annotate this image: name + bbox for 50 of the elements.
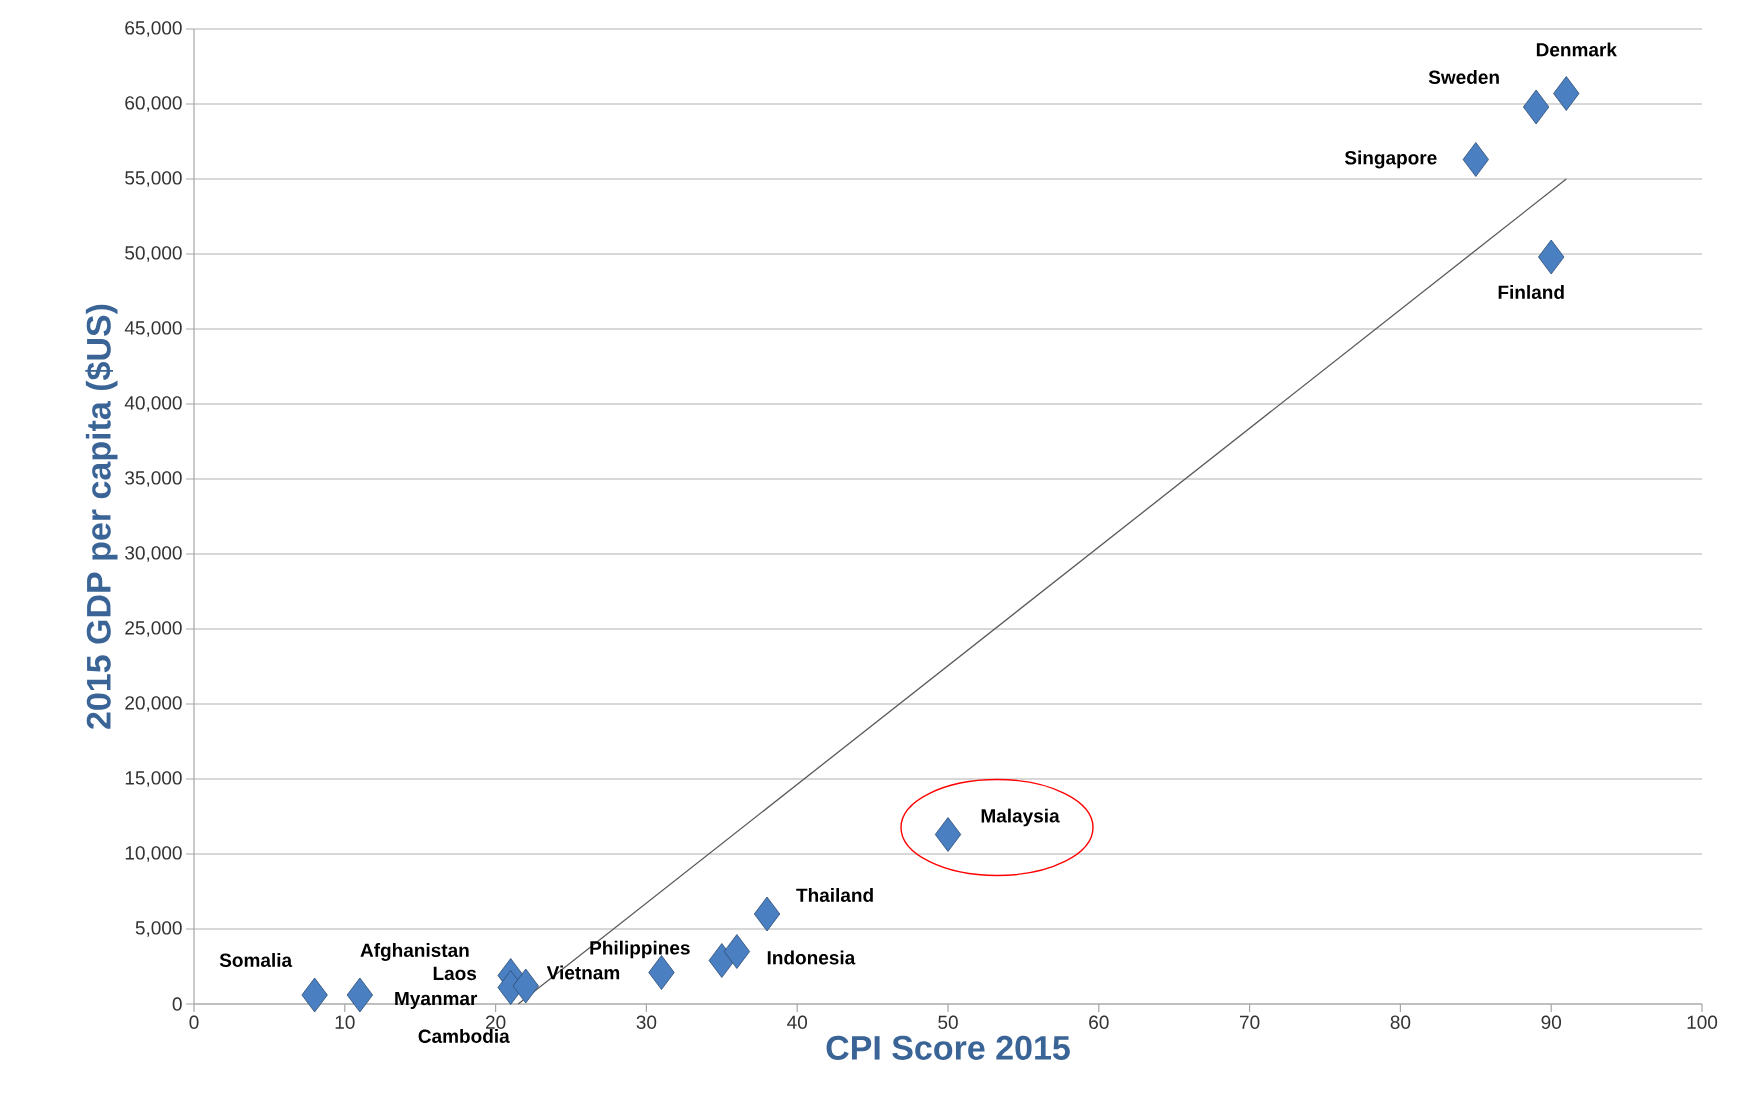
x-tick-label: 70 bbox=[1240, 1015, 1260, 1029]
point bbox=[512, 968, 539, 1004]
point bbox=[753, 896, 781, 932]
y-tick-label: 0 bbox=[172, 997, 182, 1011]
annotation: Cambodia bbox=[418, 1029, 510, 1043]
annotation: Sweden bbox=[1428, 70, 1499, 84]
annotation: Finland bbox=[1498, 285, 1564, 299]
annotation: Myanmar bbox=[395, 991, 478, 1009]
annotation: Somalia bbox=[219, 953, 293, 967]
y-tick-label: 5,000 bbox=[135, 921, 182, 937]
x-tick-label: 80 bbox=[1390, 1015, 1411, 1029]
point bbox=[301, 977, 328, 1013]
point bbox=[1553, 76, 1580, 111]
x-tick-label: 90 bbox=[1541, 1015, 1562, 1029]
annotation: Malaysia bbox=[981, 808, 1060, 827]
y-tick-label: 65,000 bbox=[125, 21, 182, 37]
y-tick-label: 10,000 bbox=[125, 846, 182, 862]
x-tick-label: 50 bbox=[938, 1015, 958, 1029]
annotation: Afghanistan bbox=[360, 943, 469, 961]
point bbox=[723, 934, 751, 969]
annotation: Denmark bbox=[1536, 42, 1617, 57]
x-tick-label: 40 bbox=[787, 1015, 808, 1029]
y-tick-label: 20,000 bbox=[125, 696, 182, 712]
y-axis-title: 2015 GDP per capita ($US) bbox=[85, 304, 118, 729]
point bbox=[1522, 89, 1550, 125]
y-tick-label: 25,000 bbox=[125, 621, 182, 637]
annotation: Laos bbox=[433, 966, 477, 981]
x-tick-label: 0 bbox=[189, 1015, 199, 1029]
x-tick-label: 60 bbox=[1089, 1015, 1109, 1029]
y-tick-label: 35,000 bbox=[125, 471, 182, 487]
point bbox=[1462, 142, 1489, 177]
point bbox=[346, 977, 374, 1013]
x-tick-label: 10 bbox=[335, 1015, 355, 1029]
annotation: Thailand bbox=[796, 888, 873, 902]
x-tick-label: 30 bbox=[636, 1015, 657, 1029]
y-tick-label: 50,000 bbox=[125, 246, 182, 262]
x-tick-label: 20 bbox=[485, 1015, 506, 1029]
y-tick-label: 30,000 bbox=[125, 546, 182, 562]
annotation: Philippines bbox=[590, 940, 690, 959]
y-tick-label: 55,000 bbox=[125, 171, 182, 187]
y-tick-label: 15,000 bbox=[125, 771, 182, 787]
x-axis-title: CPI Score 2015 bbox=[826, 1035, 1070, 1060]
point bbox=[1538, 239, 1565, 275]
y-tick-label: 45,000 bbox=[124, 321, 182, 337]
point bbox=[934, 817, 962, 852]
x-tick-label: 100 bbox=[1687, 1015, 1718, 1029]
annotation: Singapore bbox=[1344, 150, 1437, 169]
annotation: Indonesia bbox=[767, 950, 856, 965]
y-tick-label: 60,000 bbox=[125, 96, 182, 112]
y-tick-label: 40,000 bbox=[124, 396, 182, 412]
